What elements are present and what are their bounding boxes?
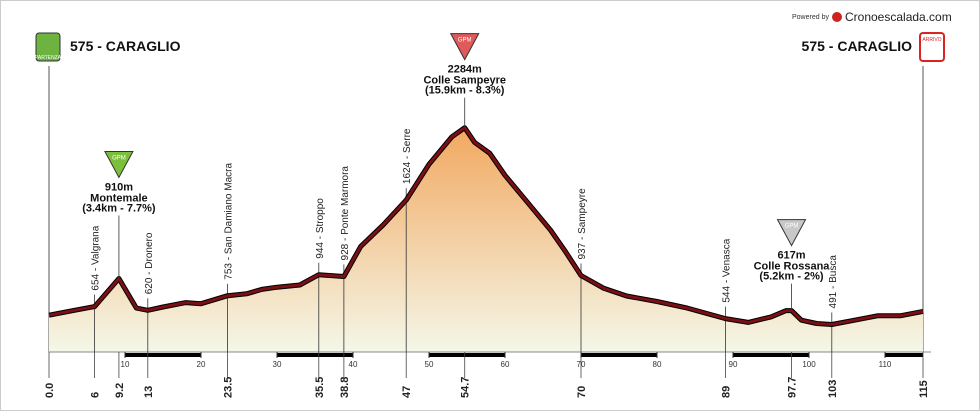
x-tick-label: 30: [273, 360, 282, 369]
start-icon-label: PARTENZA: [35, 55, 62, 61]
plot: 654 - Valgrana 620 - Dronero 753 - San Dam…: [44, 33, 931, 398]
km-mark-label: 89: [720, 386, 732, 398]
place-label: 620 - Dronero: [144, 232, 155, 294]
summit-icon: [776, 219, 807, 247]
summit-name: Colle Rossana: [754, 261, 831, 273]
place-label: 544 - Venasca: [721, 238, 732, 302]
x-tick-label: 110: [879, 360, 892, 369]
place-label: 937 - Sampeyre: [577, 188, 588, 260]
place-label: 944 - Stroppo: [315, 198, 326, 259]
scale-segment: [809, 353, 885, 357]
place-label: 654 - Valgrana: [91, 225, 102, 290]
scale-segment: [733, 353, 809, 357]
summit-icon-label: GPM: [458, 38, 472, 44]
summit-detail: (3.4km - 7.7%): [82, 202, 156, 214]
scale-segment: [353, 353, 429, 357]
place-label: 928 - Ponte Marmora: [340, 166, 351, 261]
place-label: 753 - San Damiano Macra: [224, 163, 235, 280]
summit-icon: [449, 33, 480, 61]
start-label: 575 - CARAGLIO: [70, 38, 181, 54]
scale-segment: [429, 353, 505, 357]
summit-altitude: 910m: [105, 181, 133, 193]
scale-segment: [505, 353, 581, 357]
x-tick-label: 80: [653, 360, 662, 369]
scale-segment: [125, 353, 201, 357]
profile-line: [48, 126, 924, 326]
summit-name: Montemale: [90, 192, 147, 204]
summit-altitude: 617m: [777, 250, 805, 262]
x-tick-label: 20: [197, 360, 206, 369]
finish-icon-label: ARRIVO: [922, 37, 941, 43]
summit-icon-label: GPM: [112, 155, 126, 161]
x-tick-label: 90: [729, 360, 738, 369]
place-label: 491 - Busca: [828, 255, 839, 309]
km-mark-label: 103: [827, 380, 839, 398]
summit-icon: [104, 150, 134, 179]
finish-icon: [919, 32, 945, 62]
summit-name: Colle Sampeyre: [423, 75, 506, 87]
scale-segment: [657, 353, 733, 357]
summit-detail: (15.9km - 8.3%): [425, 85, 505, 97]
powered-by: Powered by: [792, 14, 829, 21]
km-mark-label: 23.5: [223, 377, 235, 398]
km-mark-label: 13: [143, 386, 155, 398]
km-mark-label: 9.2: [114, 383, 126, 398]
km-mark-label: 54.7: [460, 377, 472, 398]
brand[interactable]: Cronoescalada.com: [845, 10, 952, 24]
profile-area: [49, 127, 923, 352]
scale-segment: [201, 353, 277, 357]
x-tick-label: 40: [349, 360, 358, 369]
km-mark-label: 97.7: [787, 377, 799, 398]
summit-detail: (5.2km - 2%): [759, 271, 824, 283]
km-mark-label: 38.8: [339, 377, 351, 398]
start-icon: [35, 32, 61, 62]
km-mark-label: 0.0: [44, 383, 56, 398]
km-mark-label: 47: [401, 386, 413, 398]
brand-logo: [832, 12, 842, 22]
x-tick-label: 100: [802, 360, 816, 369]
scale-segment: [581, 353, 657, 357]
finish-label: 575 - CARAGLIO: [802, 38, 913, 54]
summit-altitude: 2284m: [448, 64, 482, 76]
summit-icon-label: GPM: [785, 224, 799, 230]
km-mark-label: 115: [918, 380, 930, 398]
scale-segment: [277, 353, 353, 357]
km-mark-label: 70: [576, 386, 588, 398]
x-tick-label: 10: [121, 360, 130, 369]
x-tick-label: 50: [425, 360, 434, 369]
scale-segment: [885, 353, 923, 357]
scale-segment: [49, 353, 125, 357]
km-mark-label: 6: [90, 392, 102, 398]
km-mark-label: 35.5: [314, 377, 326, 398]
place-label: 1624 - Serre: [402, 128, 413, 184]
x-tick-label: 60: [501, 360, 510, 369]
